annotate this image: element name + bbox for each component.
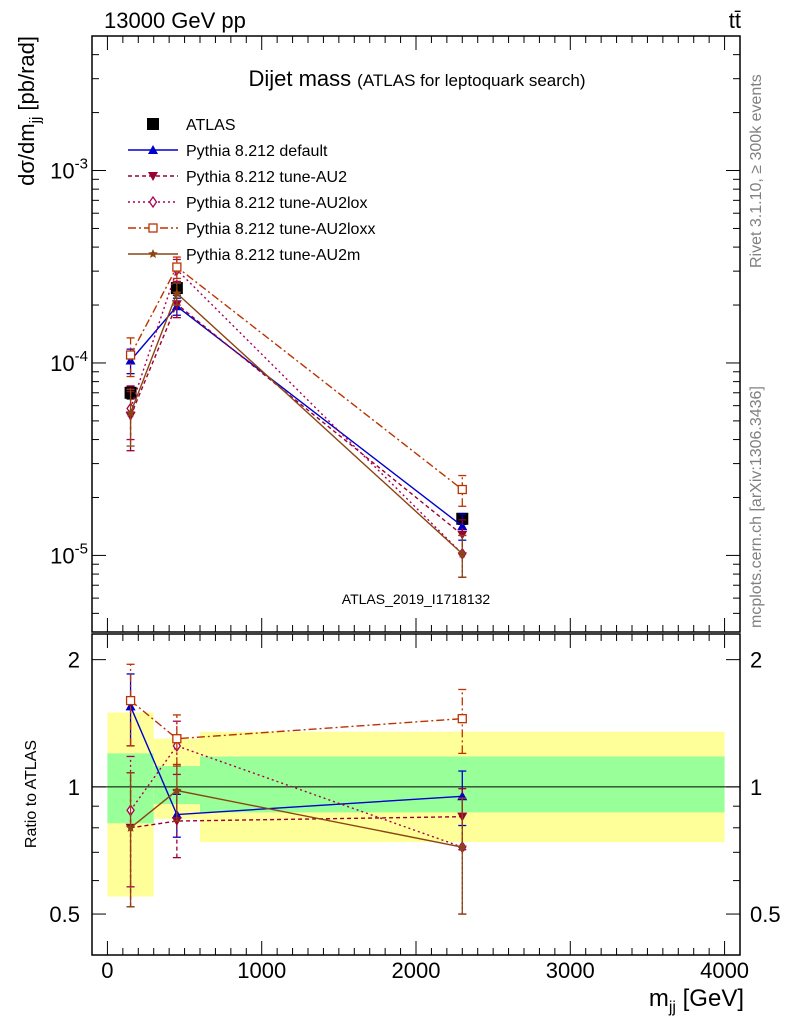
uncertainty-bands xyxy=(107,712,725,897)
main-line-pythia-8-212-tune-au2 xyxy=(129,303,463,536)
ratio-tick-label-right: 0.5 xyxy=(750,902,781,927)
x-tick-label: 3000 xyxy=(546,958,595,983)
main-line-pythia-8-212-tune-au2m xyxy=(129,292,463,555)
ratio-point-pythia-8-212-tune-au2m xyxy=(125,822,136,832)
axis-ticks xyxy=(91,35,741,955)
legend-label-atlas: ATLAS xyxy=(186,117,236,134)
ratio-tick-label-left: 1 xyxy=(68,775,80,800)
y-tick-label: 10-5 xyxy=(50,540,88,568)
main-point-pythia-8-212-tune-au2m xyxy=(125,407,136,417)
ratio-line-pythia-8-212-tune-au2 xyxy=(130,815,463,829)
y-tick-label: 10-3 xyxy=(50,156,88,184)
x-axis-label-sub: jj xyxy=(668,999,676,1016)
legend-label-pythia-8-212-tune-au2lox: Pythia 8.212 tune-AU2lox xyxy=(186,195,367,212)
legend-label-pythia-8-212-tune-au2loxx: Pythia 8.212 tune-AU2loxx xyxy=(186,221,375,238)
rivet-label: Rivet 3.1.10, ≥ 300k events xyxy=(748,74,765,268)
legend-marker-pythia-8-212-tune-au2 xyxy=(148,172,158,181)
header-right: tt̄ xyxy=(729,8,741,33)
mcplots-label: mcplots.cern.ch [arXiv:1306.3436] xyxy=(748,386,765,628)
legend-marker-atlas xyxy=(147,118,159,130)
analysis-watermark: ATLAS_2019_I1718132 xyxy=(342,591,491,607)
y-axis-label-sub: jj xyxy=(27,117,44,125)
y-axis-label: dσ/dmjj [pb/rad] xyxy=(14,36,44,186)
legend-marker-pythia-8-212-tune-au2m xyxy=(148,249,158,259)
ratio-tick-label-left: 2 xyxy=(68,648,80,673)
main-line-pythia-8-212-default xyxy=(130,305,463,527)
plot-title-main: Dijet mass xyxy=(248,66,351,91)
plot-title-sub: (ATLAS for leptoquark search) xyxy=(357,71,585,90)
ratio-axis-label: Ratio to ATLAS xyxy=(23,740,40,848)
header-left: 13000 GeV pp xyxy=(104,8,246,33)
legend-marker-pythia-8-212-tune-au2lox xyxy=(148,195,158,209)
ratio-tick-label-left: 0.5 xyxy=(49,902,80,927)
main-point-pythia-8-212-tune-au2loxx xyxy=(125,350,136,360)
ratio-point-pythia-8-212-tune-au2loxx xyxy=(457,714,467,724)
legend-marker-pythia-8-212-tune-au2loxx xyxy=(148,223,158,233)
main-line-pythia-8-212-tune-au2lox xyxy=(129,268,463,555)
y-tick-base: 10 xyxy=(50,159,74,184)
y-tick-exponent: -5 xyxy=(75,540,88,557)
ratio-point-pythia-8-212-tune-au2m xyxy=(172,785,182,795)
main-point-pythia-8-212-tune-au2loxx xyxy=(172,262,182,272)
y-tick-label: 10-4 xyxy=(50,348,88,376)
y-tick-exponent: -4 xyxy=(75,348,88,365)
y-tick-base: 10 xyxy=(50,543,74,568)
x-tick-label: 1000 xyxy=(237,958,286,983)
x-axis-label-unit: [GeV] xyxy=(676,985,744,1012)
ratio-series xyxy=(125,663,468,915)
x-tick-label: 4000 xyxy=(700,958,749,983)
legend-label-pythia-8-212-tune-au2: Pythia 8.212 tune-AU2 xyxy=(186,169,347,186)
ratio-point-pythia-8-212-tune-au2m xyxy=(457,842,468,852)
legend: ATLAS Pythia 8.212 default Pythia 8.212 tu… xyxy=(128,117,375,264)
plot-title: Dijet mass (ATLAS for leptoquark search) xyxy=(248,66,585,91)
x-axis-label: mjj [GeV] xyxy=(649,985,744,1016)
legend-label-pythia-8-212-default: Pythia 8.212 default xyxy=(186,143,328,160)
ratio-tick-label-right: 1 xyxy=(750,775,762,800)
x-tick-label: 2000 xyxy=(392,958,441,983)
x-tick-label: 0 xyxy=(101,958,113,983)
main-series xyxy=(124,256,469,578)
ratio-point-pythia-8-212-tune-au2loxx xyxy=(125,695,136,706)
ratio-point-pythia-8-212-tune-au2loxx xyxy=(172,734,182,744)
legend-label-pythia-8-212-tune-au2m: Pythia 8.212 tune-AU2m xyxy=(186,247,360,264)
y-tick-exponent: -3 xyxy=(75,156,88,173)
main-point-pythia-8-212-tune-au2loxx xyxy=(457,484,467,495)
ratio-line-pythia-8-212-tune-au2lox xyxy=(130,745,463,848)
main-point-pythia-8-212-tune-au2m xyxy=(457,548,468,558)
main-point-pythia-8-212-tune-au2m xyxy=(172,288,182,298)
legend-marker-pythia-8-212-default xyxy=(148,145,158,154)
main-point-pythia-8-212-default xyxy=(457,521,468,531)
ratio-tick-label-right: 2 xyxy=(750,648,762,673)
y-axis-label-unit: [pb/rad] xyxy=(14,36,39,117)
y-tick-base: 10 xyxy=(50,351,74,376)
